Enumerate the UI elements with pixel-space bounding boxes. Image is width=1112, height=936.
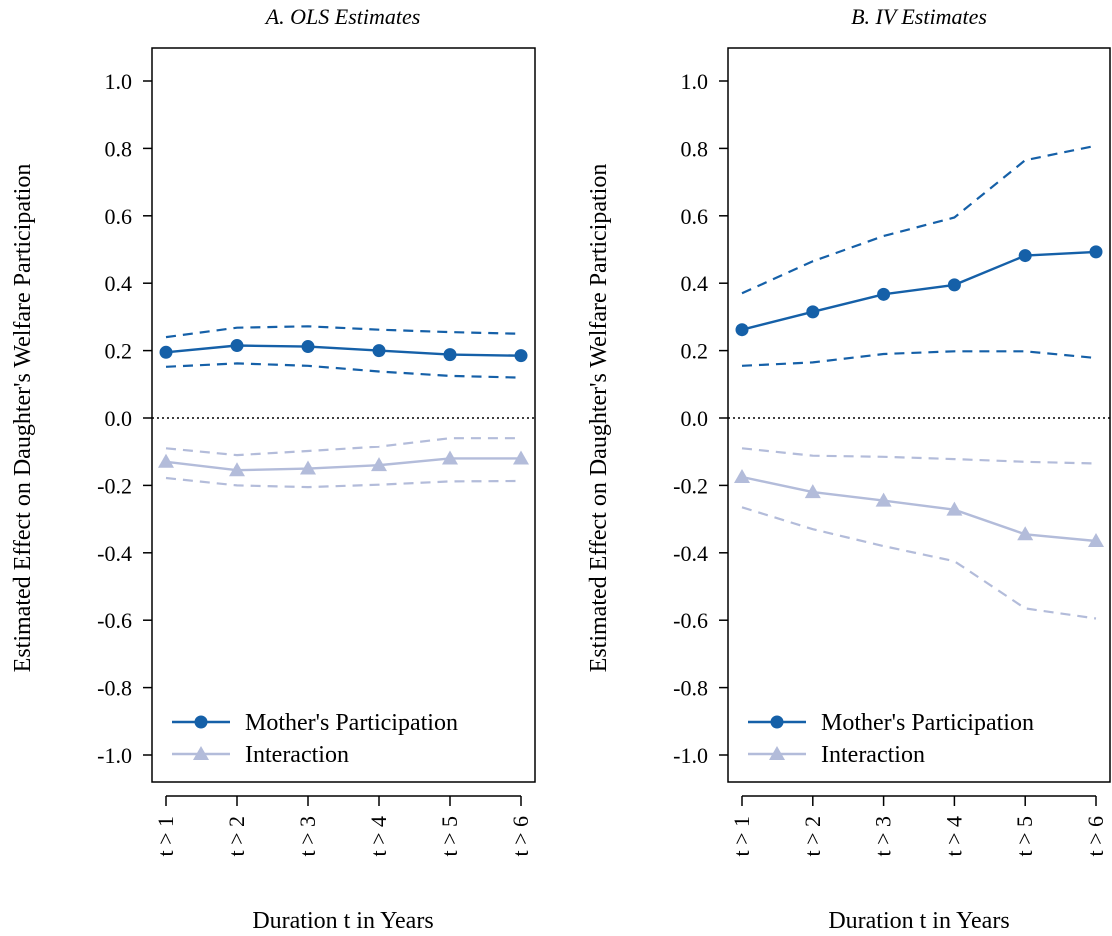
series-interaction-line [741,475,1097,543]
legend: Mother's Participation Interaction [172,710,458,768]
y-axis-label: Estimated Effect on Daughter's Welfare P… [586,164,612,673]
legend-label: Interaction [245,742,349,768]
data-point [1088,533,1104,548]
data-point [442,450,458,465]
x-tick-label: t > 1 [153,816,178,857]
data-point [159,345,173,359]
series-mother-participation-line [165,344,522,357]
legend-marker [194,715,208,729]
data-point [443,348,457,362]
x-tick-label: t > 2 [224,816,249,857]
y-tick-label: -0.4 [673,541,708,566]
series-interaction [734,447,1104,620]
y-tick-label: 0.6 [681,204,709,229]
x-tick-label: t > 6 [508,816,533,857]
series-mother-participation-upper-band [165,325,522,339]
y-tick-label: -0.6 [673,608,708,633]
data-point [229,462,245,477]
x-tick-label: t > 6 [1083,816,1108,857]
y-tick-label: -0.8 [673,676,708,701]
legend-marker [770,715,784,729]
data-point [735,323,749,337]
series-mother-participation-lower-band [741,350,1097,367]
legend-label: Mother's Participation [245,710,458,736]
series-mother-participation-lower-band [165,362,522,379]
series-interaction-upper-band [165,437,521,457]
data-point [158,453,174,468]
panel-title: B. IV Estimates [851,4,987,29]
y-tick-label: -0.2 [97,473,132,498]
data-point [877,287,891,301]
y-tick-label: -1.0 [673,743,708,768]
series-interaction-line [165,457,521,472]
data-point [804,484,821,499]
series-interaction-lower-band [741,506,1097,620]
y-tick-label: 0.0 [105,406,133,431]
legend-label: Interaction [821,742,925,768]
x-axis-label: Duration t in Years [252,908,433,934]
x-tick-label: t > 4 [366,816,391,857]
series-mother-participation-line [741,250,1097,331]
y-axis-label: Estimated Effect on Daughter's Welfare P… [10,164,36,673]
legend-label: Mother's Participation [821,710,1034,736]
series-mother-participation-upper-band [741,144,1097,295]
y-tick-label: -0.8 [97,676,132,701]
series-mother-participation [159,325,528,379]
data-point [372,344,386,358]
series-interaction-lower-band [165,476,522,489]
x-axis-label: Duration t in Years [828,908,1009,934]
x-tick-label: t > 5 [1012,816,1037,857]
x-tick-label: t > 3 [295,816,320,857]
panel-title: A. OLS Estimates [264,4,421,29]
plot-frame [151,47,536,783]
y-tick-label: -1.0 [97,743,132,768]
data-point [806,305,820,319]
series-interaction-upper-band [741,447,1097,465]
y-tick-label: 1.0 [105,69,133,94]
data-point [371,457,387,472]
legend-marker [769,746,785,760]
y-tick-label: -0.4 [97,541,132,566]
data-point [230,339,244,353]
legend: Mother's Participation Interaction [748,710,1034,768]
panel-ols: A. OLS Estimates 1.0 0.8 0.6 0.4 0.2 0.0 -0.2 -0… [10,4,536,934]
panel-iv: B. IV Estimates 1.0 0.8 0.6 0.4 0.2 0.0 -0.2 -0.… [586,4,1111,934]
y-tick-label: 0.8 [681,136,709,161]
data-point [514,349,528,363]
x-tick-label: t > 4 [941,816,966,857]
y-tick-label: 0.4 [681,271,709,296]
data-point [1017,526,1034,541]
series-mother-participation [735,144,1103,367]
data-point [875,492,892,507]
y-tick-label: 0.2 [681,339,709,364]
y-tick-label: 0.0 [681,406,709,431]
data-point [1018,249,1032,263]
data-point [947,278,961,292]
data-point [513,450,529,465]
x-tick-label: t > 1 [729,816,754,857]
data-point [734,468,750,483]
y-tick-label: 0.4 [105,271,133,296]
plot-frame [727,47,1111,783]
data-point [300,460,316,475]
y-tick-label: 0.8 [105,136,133,161]
data-point [946,501,963,516]
y-tick-label: -0.6 [97,608,132,633]
series-interaction [158,437,529,489]
y-tick-label: 0.2 [105,339,133,364]
data-point [1089,245,1103,259]
x-tick-label: t > 3 [871,816,896,857]
x-tick-label: t > 2 [800,816,825,857]
y-tick-label: 0.6 [105,204,133,229]
y-tick-label: -0.2 [673,473,708,498]
y-tick-label: 1.0 [681,69,709,94]
legend-marker [193,746,209,760]
data-point [301,340,315,354]
x-tick-label: t > 5 [437,816,462,857]
